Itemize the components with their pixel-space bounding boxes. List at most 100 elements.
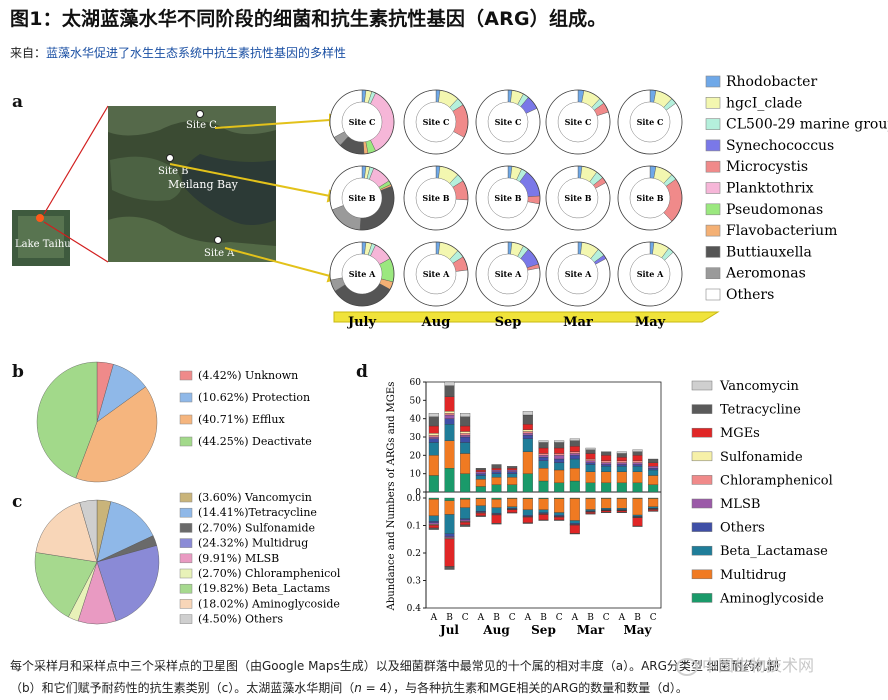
legend-swatch bbox=[705, 288, 721, 301]
bar-segment bbox=[554, 462, 565, 471]
bar-segment bbox=[538, 509, 549, 513]
bar-segment bbox=[648, 469, 659, 476]
bar-segment bbox=[428, 497, 439, 500]
bar-segment bbox=[569, 438, 580, 441]
legend-swatch bbox=[179, 568, 193, 579]
panel_c-pie-slice bbox=[96, 501, 154, 563]
bar-segment bbox=[632, 471, 643, 483]
bay-map-label: Meilang Bay bbox=[168, 178, 239, 191]
legend-swatch bbox=[691, 569, 713, 580]
bar-segment bbox=[585, 513, 596, 515]
bar-segment bbox=[538, 480, 549, 493]
legend-swatch bbox=[705, 118, 721, 130]
bar-segment bbox=[428, 499, 439, 517]
bar-segment bbox=[632, 462, 643, 465]
bar-segment bbox=[475, 479, 486, 487]
y-tick-label: 0.1 bbox=[407, 522, 421, 532]
bar-segment bbox=[428, 413, 439, 417]
bar-segment bbox=[428, 433, 439, 436]
bar-segment bbox=[444, 500, 455, 515]
donut-site-label: Site B bbox=[564, 193, 591, 203]
bar-segment bbox=[585, 462, 596, 465]
bar-segment bbox=[428, 455, 439, 476]
bar-segment bbox=[554, 512, 565, 516]
bar-segment bbox=[475, 471, 486, 474]
bar-segment bbox=[616, 457, 627, 461]
donut-site-label: Site A bbox=[495, 269, 522, 279]
bar-segment bbox=[444, 418, 455, 425]
x-tick-label: A bbox=[571, 613, 579, 623]
donut-outline bbox=[475, 89, 541, 155]
bar-segment bbox=[491, 497, 502, 500]
bar-segment bbox=[522, 414, 533, 425]
bar-segment bbox=[522, 424, 533, 430]
bar-segment bbox=[444, 396, 455, 412]
bar-segment bbox=[648, 466, 659, 469]
donut-site-label: Site C bbox=[495, 117, 522, 127]
legend-label: (2.70%) Sulfonamide bbox=[198, 521, 315, 534]
bar-segment bbox=[460, 524, 471, 527]
bar-segment bbox=[475, 505, 486, 512]
bar-segment bbox=[585, 509, 596, 512]
bar-segment bbox=[538, 514, 549, 521]
bar-segment bbox=[475, 475, 486, 480]
bar-segment bbox=[444, 536, 455, 539]
legend-label: Planktothrix bbox=[726, 181, 814, 197]
bar-segment bbox=[616, 471, 627, 483]
month-label: July bbox=[347, 315, 377, 330]
panel-c-figure: (3.60%) Vancomycin (14.41%)Tetracycline (2… bbox=[34, 491, 341, 626]
bar-segment bbox=[444, 411, 455, 414]
bar-segment bbox=[616, 508, 627, 510]
legend-swatch bbox=[705, 246, 721, 258]
bar-segment bbox=[491, 514, 502, 524]
bar-segment bbox=[601, 508, 612, 510]
bar-segment bbox=[616, 482, 627, 493]
donut-chart: Site A bbox=[329, 241, 395, 307]
bar-segment bbox=[601, 510, 612, 513]
legend-swatch bbox=[705, 139, 721, 152]
bar-segment bbox=[648, 458, 659, 463]
bar-segment bbox=[538, 455, 549, 458]
donut-site-label: Site A bbox=[423, 269, 450, 279]
bar-segment bbox=[554, 519, 565, 521]
bar-segment bbox=[444, 413, 455, 416]
month-label: Mar bbox=[563, 315, 593, 330]
donut-chart: Site C bbox=[475, 89, 541, 155]
bar-segment bbox=[522, 438, 533, 452]
bar-segment bbox=[428, 525, 439, 529]
bar-segment bbox=[632, 466, 643, 472]
donut-outline bbox=[329, 165, 395, 231]
bar-segment bbox=[569, 480, 580, 493]
bar-segment bbox=[428, 521, 439, 523]
donut-site-label: Site C bbox=[637, 117, 664, 127]
donut-outline bbox=[617, 241, 683, 307]
bar-segment bbox=[475, 469, 486, 472]
chart-legend: Vancomycin Tetracycline MGEs Sulfonamide Chl… bbox=[691, 379, 833, 606]
bar-segment bbox=[522, 473, 533, 493]
figure-heading: 图1：太湖蓝藻水华不同阶段的细菌和抗生素抗性基因（ARG）组成。 bbox=[10, 8, 607, 30]
bar-segment bbox=[428, 527, 439, 530]
plot-frame bbox=[425, 381, 662, 609]
bar-segment bbox=[507, 469, 518, 472]
bar-segment bbox=[616, 451, 627, 454]
bar-segment bbox=[460, 431, 471, 434]
bar-segment bbox=[616, 466, 627, 472]
donut-outline bbox=[329, 241, 395, 307]
y-tick-label: 0.4 bbox=[407, 604, 422, 614]
wechat-icon bbox=[676, 657, 698, 676]
source-link[interactable]: 蓝藻水华促进了水生生态系统中抗生素抗性基因的多样性 bbox=[46, 46, 347, 60]
bar-segment bbox=[648, 462, 659, 467]
bar-segment bbox=[491, 507, 502, 514]
bar-segment bbox=[538, 498, 549, 510]
bar-segment bbox=[585, 471, 596, 483]
bar-segment bbox=[632, 525, 643, 527]
bar-segment bbox=[475, 468, 486, 471]
y-axis-label: Abundance and Numbers of ARGs and MGEs bbox=[386, 382, 397, 612]
bar-segment bbox=[538, 460, 549, 469]
bar-segment bbox=[632, 498, 643, 516]
bar-segment bbox=[554, 458, 565, 463]
site-a-pin bbox=[214, 236, 222, 244]
bar-segment bbox=[444, 468, 455, 493]
bar-segment bbox=[428, 515, 439, 522]
bar-segment bbox=[428, 438, 439, 443]
